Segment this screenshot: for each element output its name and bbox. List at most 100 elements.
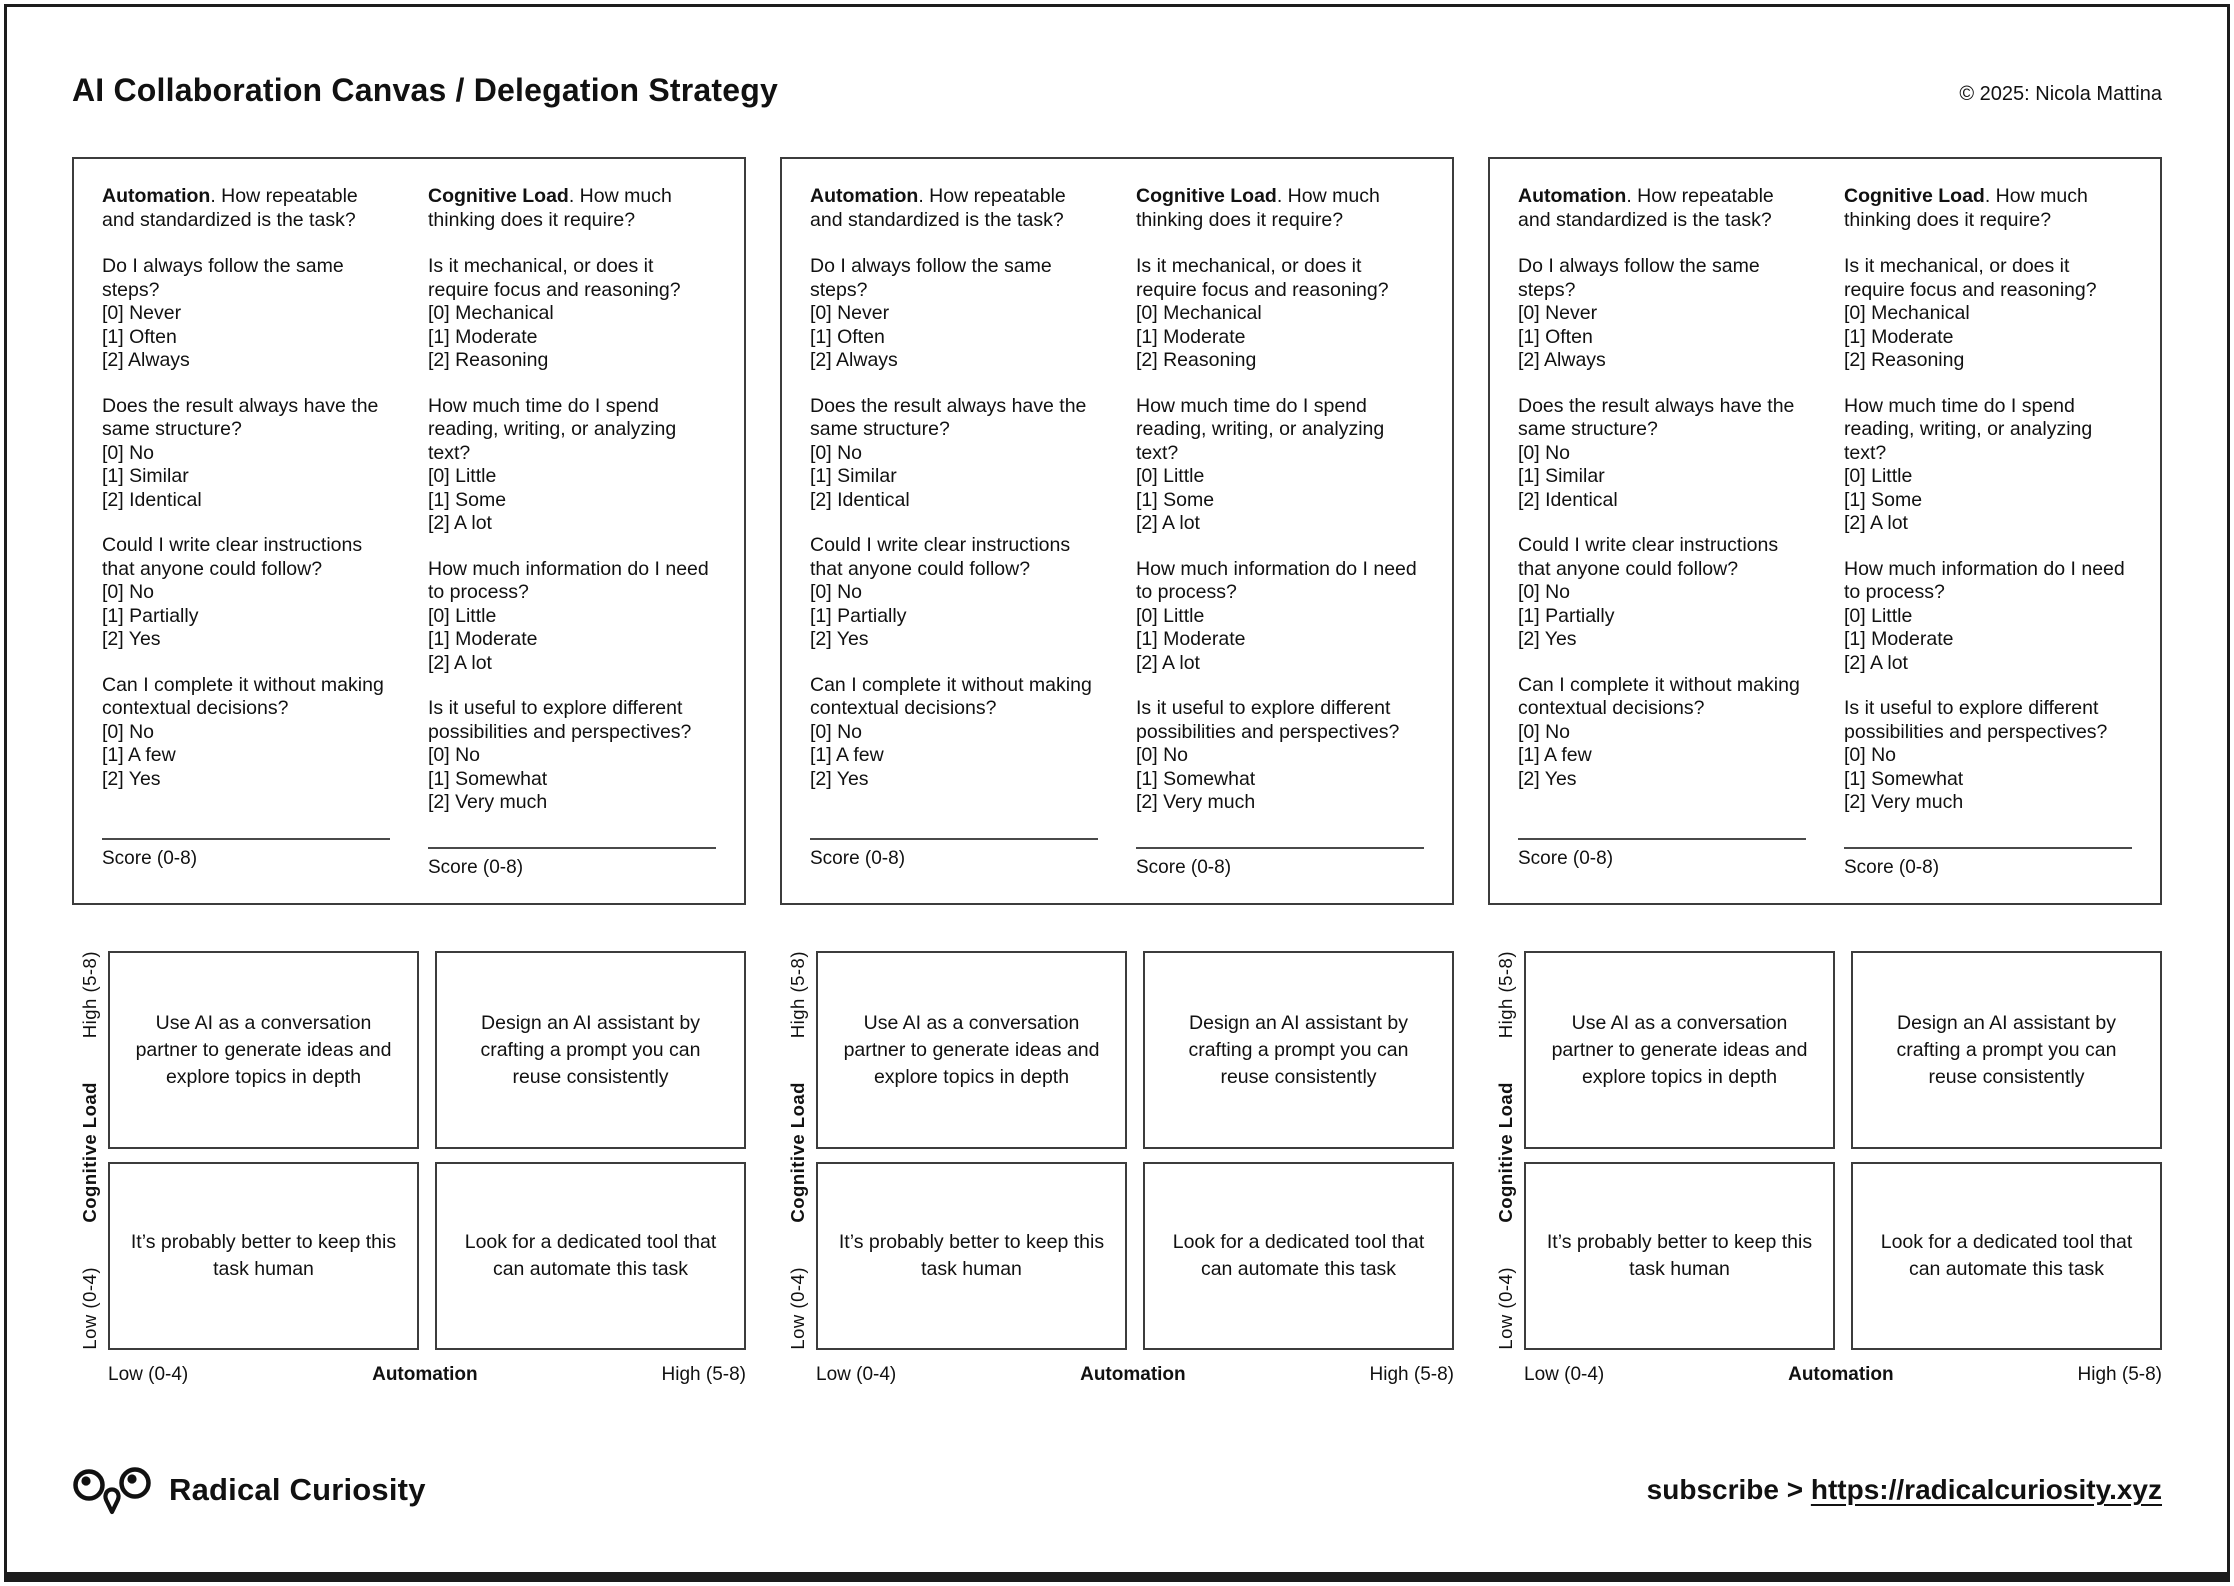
question-text: Can I complete it without making context… xyxy=(810,673,1092,720)
question-option: [2] Always xyxy=(810,349,898,371)
question-text: How much time do I spend reading, writin… xyxy=(1844,394,2093,464)
panel: Automation. How repeatable and standardi… xyxy=(1488,157,2162,1386)
x-axis-row: Low (0-4) Automation High (5-8) xyxy=(108,1364,746,1386)
question-option: [1] Moderate xyxy=(428,628,538,650)
question-option: [1] Partially xyxy=(1518,604,1615,627)
question-option: [2] Reasoning xyxy=(1844,349,1965,371)
question-block: How much time do I spend reading, writin… xyxy=(428,395,716,536)
y-axis-low-label: Low (0-4) xyxy=(1495,1267,1516,1350)
quadrant-bottom-right: Look for a dedicated tool that can autom… xyxy=(1851,1162,2162,1350)
y-axis-title: Cognitive Load xyxy=(1495,1082,1516,1224)
score-label: Score (0-8) xyxy=(1844,856,1940,878)
score-label: Score (0-8) xyxy=(1518,847,1614,869)
column-title: Automation xyxy=(1518,185,1627,207)
y-axis-low-label: Low (0-4) xyxy=(787,1267,808,1350)
score-field: Score (0-8) xyxy=(102,837,390,871)
question-text: Does the result always have the same str… xyxy=(1518,394,1795,441)
delegation-matrix: High (5-8) Cognitive Load Low (0-4) Use … xyxy=(780,951,1454,1386)
question-block: Do I always follow the same steps? [0] N… xyxy=(810,255,1098,373)
header: AI Collaboration Canvas / Delegation Str… xyxy=(72,72,2162,109)
question-text: Do I always follow the same steps? xyxy=(1518,255,1760,301)
question-text: How much information do I need to proces… xyxy=(1136,557,1417,604)
question-option: [2] Identical xyxy=(810,488,910,511)
question-option: [0] No xyxy=(102,581,155,603)
column-header: Cognitive Load. How much thinking does i… xyxy=(1136,185,1424,232)
question-option: [0] No xyxy=(1518,581,1571,603)
question-option: [0] No xyxy=(810,581,863,603)
subscribe-label: subscribe > xyxy=(1646,1474,1804,1505)
delegation-matrix: High (5-8) Cognitive Load Low (0-4) Use … xyxy=(1488,951,2162,1386)
question-text: Could I write clear instructions that an… xyxy=(102,534,363,580)
question-option: [2] A lot xyxy=(1844,512,1908,534)
question-option: [0] No xyxy=(1518,720,1571,743)
question-option: [2] Yes xyxy=(1518,767,1577,790)
y-axis-rail: High (5-8) Cognitive Load Low (0-4) xyxy=(72,951,108,1350)
question-option: [0] Mechanical xyxy=(1844,302,1970,324)
quadrant-top-right: Design an AI assistant by crafting a pro… xyxy=(1143,951,1454,1149)
question-option: [1] Some xyxy=(1136,488,1215,511)
score-label: Score (0-8) xyxy=(810,847,906,869)
question-option: [0] Little xyxy=(1844,604,1913,627)
score-field: Score (0-8) xyxy=(1136,846,1424,880)
question-block: Is it mechanical, or does it require foc… xyxy=(1136,255,1424,373)
automation-column: Automation. How repeatable and standardi… xyxy=(810,185,1098,879)
question-option: [1] Partially xyxy=(102,604,199,627)
question-option: [0] Mechanical xyxy=(428,302,554,324)
question-text: How much information do I need to proces… xyxy=(428,557,709,604)
cognitive-load-column: Cognitive Load. How much thinking does i… xyxy=(1136,185,1424,879)
assessment-card: Automation. How repeatable and standardi… xyxy=(72,157,746,905)
question-option: [0] Mechanical xyxy=(1136,302,1262,324)
column-subtitle: . How much thinking does it require? xyxy=(1844,185,2088,231)
column-subtitle: . How repeatable and standardized is the… xyxy=(1518,185,1774,231)
question-option: [2] Identical xyxy=(1518,488,1618,511)
question-option: [2] Reasoning xyxy=(428,349,549,371)
quadrant-grid: Use AI as a conversation partner to gene… xyxy=(108,951,746,1350)
y-axis-rail: High (5-8) Cognitive Load Low (0-4) xyxy=(1488,951,1524,1350)
question-block: How much information do I need to proces… xyxy=(428,558,716,676)
question-option: [0] No xyxy=(102,720,155,743)
question-block: How much time do I spend reading, writin… xyxy=(1844,395,2132,536)
subscribe-text: subscribe > https://radicalcuriosity.xyz xyxy=(1647,1474,2162,1506)
question-option: [0] No xyxy=(1136,744,1189,766)
quadrant-bottom-left: It’s probably better to keep this task h… xyxy=(816,1162,1127,1350)
question-option: [2] Yes xyxy=(102,767,161,790)
question-option: [0] Little xyxy=(428,604,497,627)
question-option: [1] Moderate xyxy=(1136,325,1246,348)
x-axis-low-label: Low (0-4) xyxy=(108,1364,189,1385)
y-axis-title: Cognitive Load xyxy=(787,1082,808,1224)
question-option: [1] Often xyxy=(102,325,177,348)
column-header: Cognitive Load. How much thinking does i… xyxy=(428,185,716,232)
question-block: Do I always follow the same steps? [0] N… xyxy=(1518,255,1806,373)
subscribe-link[interactable]: https://radicalcuriosity.xyz xyxy=(1810,1474,2162,1505)
question-block: Does the result always have the same str… xyxy=(810,395,1098,513)
question-option: [0] Little xyxy=(1136,465,1205,487)
score-field: Score (0-8) xyxy=(810,837,1098,871)
question-block: Is it useful to explore different possib… xyxy=(428,697,716,815)
panel: Automation. How repeatable and standardi… xyxy=(72,157,746,1386)
column-title: Automation xyxy=(810,185,919,207)
question-option: [1] Moderate xyxy=(1844,628,1954,650)
quadrant-bottom-left: It’s probably better to keep this task h… xyxy=(108,1162,419,1350)
question-text: Is it mechanical, or does it require foc… xyxy=(1136,255,1389,301)
question-option: [0] Little xyxy=(1136,604,1205,627)
question-text: Do I always follow the same steps? xyxy=(102,255,344,301)
question-option: [2] Very much xyxy=(428,791,548,813)
question-block: Can I complete it without making context… xyxy=(1518,674,1806,792)
question-option: [1] Some xyxy=(428,488,507,511)
score-label: Score (0-8) xyxy=(102,847,198,869)
question-text: Could I write clear instructions that an… xyxy=(1518,534,1779,580)
question-option: [2] A lot xyxy=(1136,651,1200,674)
question-text: Can I complete it without making context… xyxy=(102,673,384,720)
column-title: Automation xyxy=(102,185,211,207)
column-subtitle: . How repeatable and standardized is the… xyxy=(810,185,1066,231)
x-axis-row: Low (0-4) Automation High (5-8) xyxy=(1524,1364,2162,1386)
question-block: Is it mechanical, or does it require foc… xyxy=(1844,255,2132,373)
question-option: [1] Similar xyxy=(102,465,189,487)
question-block: How much information do I need to proces… xyxy=(1136,558,1424,676)
question-text: Does the result always have the same str… xyxy=(810,394,1087,441)
question-option: [2] Yes xyxy=(102,628,161,650)
question-block: Is it mechanical, or does it require foc… xyxy=(428,255,716,373)
panels-row: Automation. How repeatable and standardi… xyxy=(72,157,2162,1386)
question-option: [0] No xyxy=(1518,441,1571,464)
y-axis-low-label: Low (0-4) xyxy=(79,1267,100,1350)
